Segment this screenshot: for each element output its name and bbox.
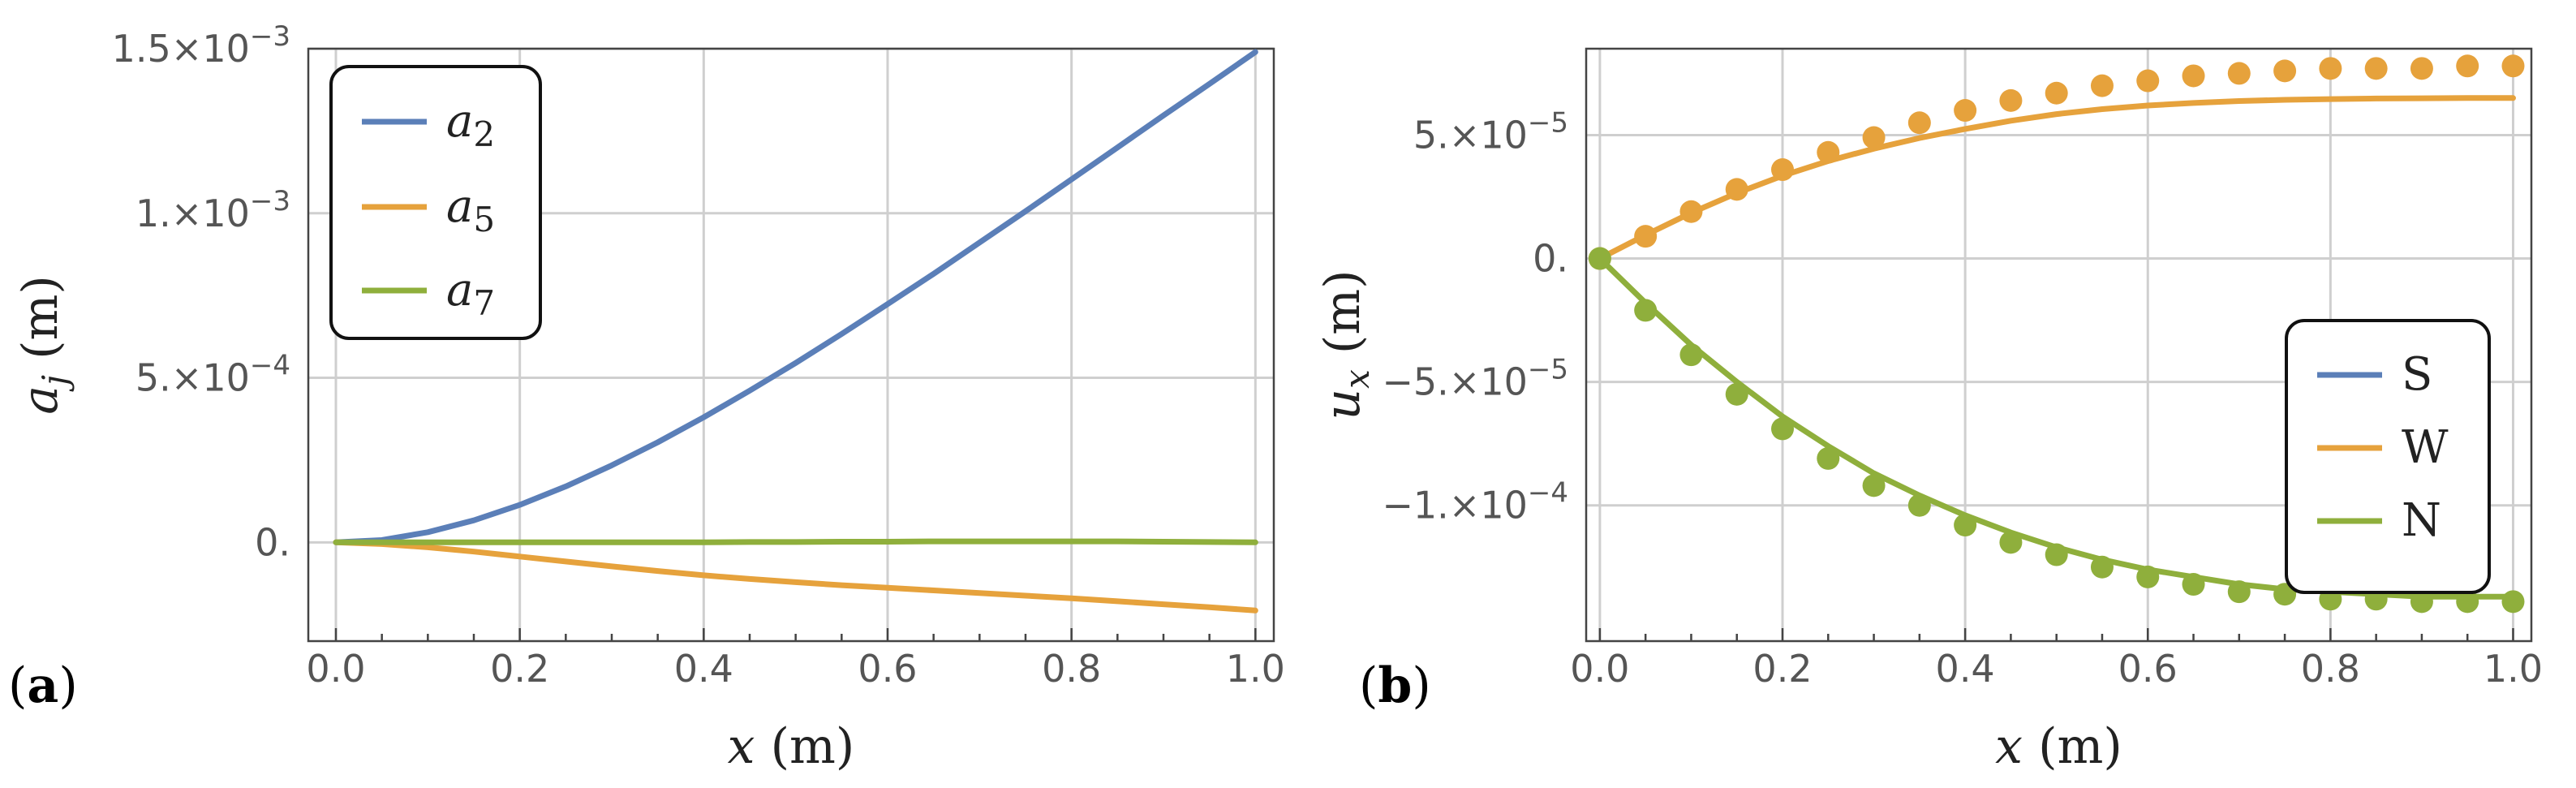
legend: SWN — [2285, 319, 2491, 594]
series-n-points-marker — [2501, 590, 2525, 614]
x-tick-label: 0.8 — [2301, 647, 2360, 691]
series-w-points-marker — [2456, 54, 2479, 78]
y-tick-label: 1.5×10−3 — [112, 20, 290, 71]
series-w-points-marker — [2045, 81, 2068, 105]
plot-frame — [1585, 47, 2533, 643]
series-n-points-marker — [2182, 573, 2205, 596]
series-n-points-marker — [1588, 247, 1611, 270]
series-w-points-marker — [2364, 57, 2388, 80]
series-w-points-marker — [1907, 111, 1931, 135]
series-w-line — [1597, 95, 2516, 261]
series-w-points-marker — [2501, 54, 2525, 78]
series-n-points-marker — [2410, 590, 2433, 614]
x-tick-label: 0.6 — [858, 647, 917, 691]
y-tick-label: 5.×10−4 — [135, 350, 290, 400]
legend-label-s: S — [2402, 348, 2432, 401]
series-n-points-marker — [2227, 580, 2251, 604]
series-n-points-marker — [2045, 543, 2068, 566]
panel-label: (a) — [8, 657, 78, 714]
y-tick-label: 1.×10−3 — [135, 185, 290, 235]
series-a7-line — [333, 538, 1258, 545]
y-tick-label: 5.×10−5 — [1413, 106, 1568, 157]
x-tick-label: 0.0 — [1570, 647, 1629, 691]
series-n-points-marker — [2456, 590, 2479, 614]
series-w-points-marker — [2410, 57, 2433, 80]
legend-label-n: N — [2402, 494, 2441, 547]
legend-box — [2285, 319, 2491, 594]
legend-label-a7: a7 — [446, 264, 495, 323]
y-axis-label: aj (m) — [12, 275, 75, 415]
x-tick-label: 0.0 — [306, 647, 365, 691]
series-w-points-marker — [2090, 74, 2114, 97]
series-w-points-marker — [1954, 99, 1977, 123]
series-w-points-marker — [1725, 178, 1748, 201]
panel-b-chart: 0.0 0.2 0.4 0.6 0.8 1.0 −1.×10−4 −5.×10−5 0. 5.×1… — [1314, 47, 2543, 775]
series-w-points-marker — [1862, 126, 1886, 149]
x-tick-label: 0.4 — [674, 647, 733, 691]
y-tick-label: 0. — [1533, 237, 1568, 281]
x-axis-label: x (m) — [1995, 718, 2122, 775]
legend: a2 a5 a7 — [329, 65, 542, 340]
y-tick-label: −5.×10−5 — [1382, 354, 1568, 404]
legend-label-a2: a2 — [446, 95, 495, 154]
x-tick-label: 0.8 — [1042, 647, 1101, 691]
series-n-points-marker — [1679, 343, 1703, 367]
series-n-points-marker — [1634, 299, 1658, 322]
series-w-points-marker — [1634, 225, 1658, 248]
series-w-points-marker — [1679, 200, 1703, 223]
series-a5-line — [333, 539, 1258, 614]
y-tick-label: −1.×10−4 — [1382, 477, 1568, 527]
series-w-points-marker — [1817, 140, 1840, 164]
x-tick-label: 0.2 — [490, 647, 549, 691]
series-a2-line — [333, 49, 1258, 545]
series-w-points-marker — [2319, 57, 2342, 80]
series-n-points-marker — [1771, 417, 1795, 441]
x-tick-label: 0.4 — [1936, 647, 1995, 691]
series-n-points-marker — [1954, 514, 1977, 537]
panel-label: (b) — [1359, 657, 1431, 714]
series-w-points-marker — [2273, 59, 2297, 83]
series-n-points-marker — [2273, 583, 2297, 606]
y-axis-label: ux (m) — [1314, 269, 1377, 420]
series-w-points-marker — [1999, 88, 2023, 112]
series-w-points-marker — [2136, 69, 2160, 93]
series-n-points-marker — [1999, 531, 2023, 554]
x-tick-label: 1.0 — [1226, 647, 1285, 691]
panel-a-chart: 0.0 0.2 0.4 0.6 0.8 1.0 0. 5.×10−4 1.×10−3 1.5×10… — [8, 20, 1285, 775]
series-w-points-marker — [2227, 62, 2251, 85]
x-axis-label: x (m) — [728, 718, 855, 775]
legend-box — [329, 65, 542, 340]
series-n-points-marker — [1907, 493, 1931, 517]
series-n-points-marker — [2136, 565, 2160, 588]
x-tick-label: 0.6 — [2118, 647, 2178, 691]
series-n-points-marker — [1725, 382, 1748, 406]
legend-label-a5: a5 — [446, 180, 495, 239]
series-n-points-marker — [1817, 446, 1840, 470]
series-n-points-marker — [1862, 474, 1886, 497]
series-w-points-marker — [1771, 158, 1795, 182]
y-tick-label: 0. — [255, 520, 290, 564]
plot-frame — [307, 47, 1275, 643]
series-n-points-marker — [2090, 555, 2114, 579]
series-w-points-marker — [2182, 64, 2205, 88]
x-tick-label: 0.2 — [1752, 647, 1812, 691]
legend-label-w: W — [2402, 421, 2449, 474]
x-tick-label: 1.0 — [2484, 647, 2543, 691]
